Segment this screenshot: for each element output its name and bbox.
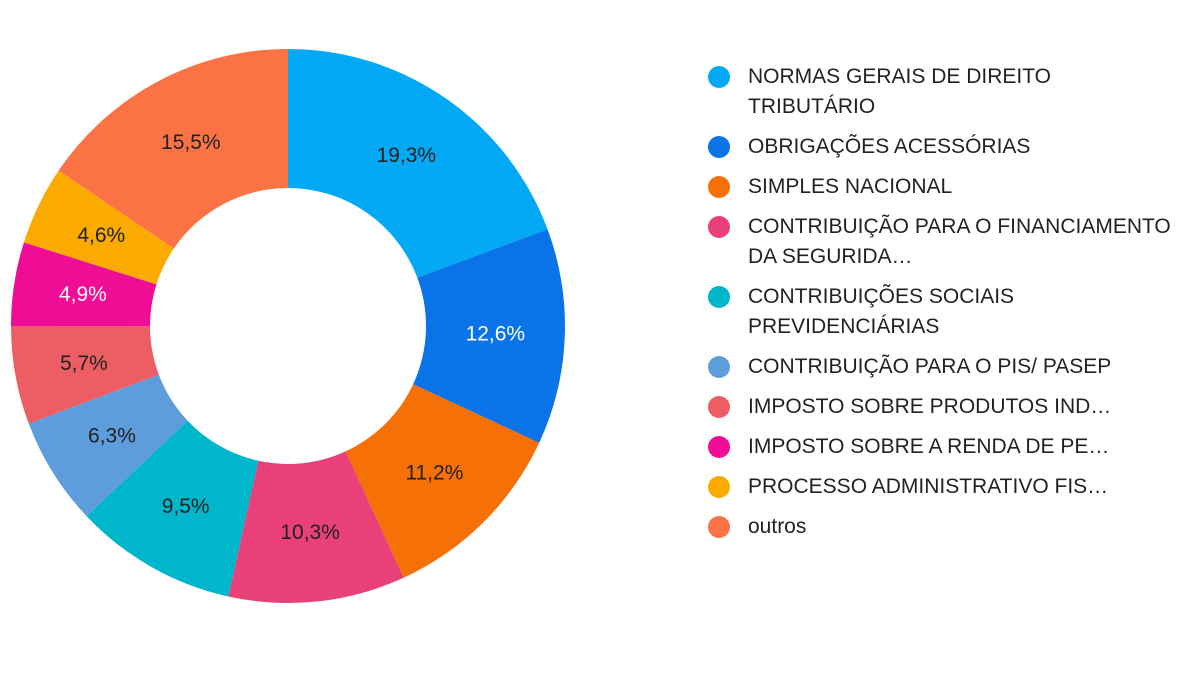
legend-label: PROCESSO ADMINISTRATIVO FIS… — [748, 475, 1109, 498]
legend-swatch-icon — [708, 396, 730, 418]
donut-slice-6[interactable] — [28, 374, 188, 517]
legend-item-7[interactable]: IMPOSTO SOBRE PRODUTOS IND… — [708, 392, 1178, 422]
legend-swatch-icon — [708, 436, 730, 458]
slice-label-8: 4,9% — [59, 283, 107, 306]
slice-label-5: 9,5% — [162, 495, 210, 518]
legend-label: CONTRIBUIÇÃO PARA O FINANCIAMENTO DA SEG… — [748, 215, 1171, 268]
legend-label: IMPOSTO SOBRE PRODUTOS IND… — [748, 395, 1112, 418]
legend-label: NORMAS GERAIS DE DIREITO TRIBUTÁRIO — [748, 65, 1051, 118]
legend-label: outros — [748, 515, 807, 538]
chart-legend: NORMAS GERAIS DE DIREITO TRIBUTÁRIO OBRIG… — [708, 62, 1178, 552]
legend-item-2[interactable]: OBRIGAÇÕES ACESSÓRIAS — [708, 132, 1178, 162]
legend-swatch-icon — [708, 356, 730, 378]
slice-label-4: 10,3% — [280, 521, 340, 544]
donut-plot: 19,3% 12,6% 11,2% 10,3% 9,5% 6,3% 5,7% 4,9% 4,6%… — [11, 49, 565, 604]
slice-label-9: 4,6% — [77, 224, 125, 247]
donut-slice-10[interactable] — [58, 49, 288, 249]
legend-label: CONTRIBUIÇÃO PARA O PIS/ PASEP — [748, 355, 1112, 378]
donut-slices — [11, 49, 565, 604]
donut-slice-1[interactable] — [288, 49, 548, 278]
legend-item-8[interactable]: IMPOSTO SOBRE A RENDA DE PE… — [708, 432, 1178, 462]
slice-label-3: 11,2% — [405, 462, 463, 485]
donut-slice-5[interactable] — [86, 420, 259, 597]
slice-label-2: 12,6% — [466, 323, 526, 346]
legend-item-3[interactable]: SIMPLES NACIONAL — [708, 172, 1178, 202]
donut-slice-8[interactable] — [11, 242, 157, 327]
legend-swatch-icon — [708, 286, 730, 308]
legend-swatch-icon — [708, 66, 730, 88]
legend-label: IMPOSTO SOBRE A RENDA DE PE… — [748, 435, 1110, 458]
legend-label: CONTRIBUIÇÕES SOCIAIS PREVIDENCIÁRIAS — [748, 285, 1015, 338]
legend-swatch-icon — [708, 216, 730, 238]
donut-slice-3[interactable] — [345, 384, 540, 578]
donut-slice-7[interactable] — [11, 326, 159, 424]
legend-swatch-icon — [708, 136, 730, 158]
slice-label-6: 6,3% — [88, 424, 136, 447]
legend-swatch-icon — [708, 176, 730, 198]
legend-item-10[interactable]: outros — [708, 512, 1178, 542]
donut-slice-2[interactable] — [413, 229, 565, 443]
slice-label-10: 15,5% — [161, 131, 221, 154]
legend-label: OBRIGAÇÕES ACESSÓRIAS — [748, 135, 1031, 158]
donut-slice-9[interactable] — [23, 170, 174, 285]
legend-item-5[interactable]: CONTRIBUIÇÕES SOCIAIS PREVIDENCIÁRIAS — [708, 282, 1178, 342]
legend-swatch-icon — [708, 476, 730, 498]
legend-item-9[interactable]: PROCESSO ADMINISTRATIVO FIS… — [708, 472, 1178, 502]
legend-label: SIMPLES NACIONAL — [748, 175, 953, 198]
slice-label-7: 5,7% — [60, 352, 108, 375]
legend-item-6[interactable]: CONTRIBUIÇÃO PARA O PIS/ PASEP — [708, 352, 1178, 382]
slice-label-1: 19,3% — [377, 144, 437, 167]
legend-swatch-icon — [708, 516, 730, 538]
donut-slice-labels: 19,3% 12,6% 11,2% 10,3% 9,5% 6,3% 5,7% 4,9% 4,6%… — [59, 131, 525, 544]
donut-slice-4[interactable] — [228, 451, 404, 604]
legend-item-1[interactable]: NORMAS GERAIS DE DIREITO TRIBUTÁRIO — [708, 62, 1178, 122]
legend-item-4[interactable]: CONTRIBUIÇÃO PARA O FINANCIAMENTO DA SEG… — [708, 212, 1178, 272]
